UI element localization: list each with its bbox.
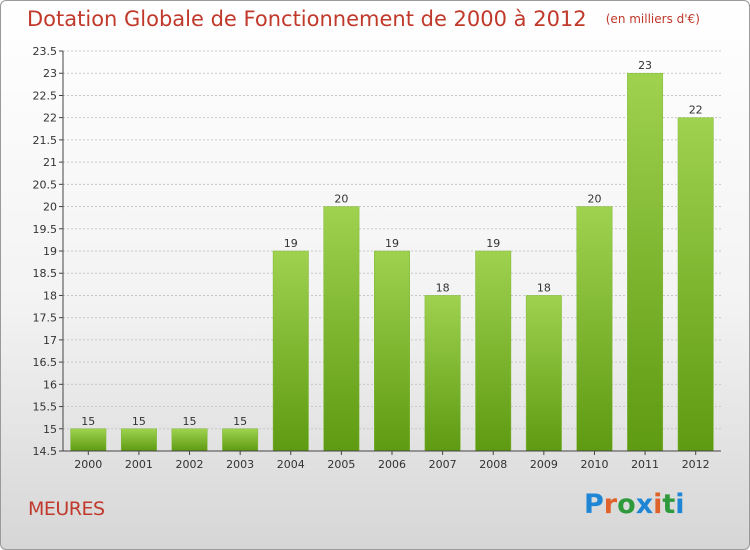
chart-title: Dotation Globale de Fonctionnement de 20… <box>27 7 587 31</box>
x-tick-label: 2009 <box>530 458 558 471</box>
logo-letter: r <box>603 489 618 520</box>
bar-value-label: 20 <box>334 193 348 206</box>
bar-2008 <box>475 250 512 452</box>
y-tick-label: 16.5 <box>33 356 58 369</box>
y-tick-label: 22 <box>43 112 57 125</box>
x-tick-label: 2002 <box>176 458 204 471</box>
logo-letter: i <box>653 489 663 520</box>
bar-2006 <box>374 250 410 452</box>
logo-letter: t <box>662 489 676 520</box>
commune-name: MEURES <box>28 498 105 520</box>
bar-2010 <box>576 206 613 452</box>
y-tick-label: 18.5 <box>33 267 58 280</box>
y-tick-label: 19 <box>43 245 57 258</box>
y-tick-label: 17 <box>43 334 57 347</box>
bar-value-label: 19 <box>486 237 500 250</box>
bar-2000 <box>70 428 107 452</box>
x-tick-label: 2011 <box>631 458 659 471</box>
bar-2009 <box>525 295 562 452</box>
y-tick-label: 15.5 <box>33 401 58 414</box>
x-tick-label: 2007 <box>429 458 457 471</box>
bar-2007 <box>424 295 461 452</box>
x-tick-label: 2003 <box>226 458 254 471</box>
axis-layer <box>59 50 721 455</box>
bar-value-label: 20 <box>587 193 601 206</box>
y-tick-label: 21 <box>43 156 57 169</box>
y-tick-label: 16 <box>43 378 57 391</box>
y-tick-label: 20 <box>43 201 57 214</box>
bar-value-label: 15 <box>132 415 146 428</box>
x-tick-label: 2010 <box>580 458 608 471</box>
bar-2003 <box>222 428 259 452</box>
bar-2012 <box>677 117 714 452</box>
x-tick-label: 2012 <box>682 458 710 471</box>
bar-value-label: 18 <box>436 281 450 294</box>
y-tick-label: 14.5 <box>33 445 58 458</box>
x-tick-label: 2004 <box>277 458 305 471</box>
y-tick-label: 17.5 <box>33 312 58 325</box>
bar-2005 <box>323 206 360 452</box>
bar-2004 <box>272 250 309 452</box>
chart-unit: (en milliers d'€) <box>605 12 700 26</box>
proxiti-logo: Proxiti <box>584 489 685 520</box>
bar-value-label: 15 <box>81 415 95 428</box>
bar-value-label: 19 <box>385 237 399 250</box>
logo-letter: o <box>617 489 636 520</box>
y-tick-label: 23.5 <box>33 45 58 58</box>
label-layer: 14.5 15 15.5 16 16.5 17 17.5 18 18.5 19 19.5 20 20.5… <box>33 45 710 471</box>
y-tick-label: 19.5 <box>33 223 58 236</box>
y-tick-label: 22.5 <box>33 89 58 102</box>
bar-value-label: 23 <box>638 59 652 72</box>
bar-2002 <box>171 428 208 452</box>
y-tick-label: 18 <box>43 289 57 302</box>
x-tick-label: 2001 <box>125 458 153 471</box>
title-row: Dotation Globale de Fonctionnement de 20… <box>27 7 700 31</box>
bar-value-label: 18 <box>537 281 551 294</box>
y-tick-label: 20.5 <box>33 178 58 191</box>
bar-value-label: 15 <box>183 415 197 428</box>
bar-chart: 14.5 15 15.5 16 16.5 17 17.5 18 18.5 19 19.5 20 20.5… <box>33 45 721 471</box>
x-tick-label: 2005 <box>327 458 355 471</box>
x-tick-label: 2008 <box>479 458 507 471</box>
logo-letter: P <box>584 489 604 520</box>
bar-value-label: 19 <box>284 237 298 250</box>
y-tick-label: 23 <box>43 67 57 80</box>
x-tick-label: 2000 <box>74 458 102 471</box>
bar-2011 <box>627 72 664 452</box>
y-tick-label: 15 <box>43 423 57 436</box>
y-tick-label: 21.5 <box>33 134 58 147</box>
bar-value-label: 15 <box>233 415 247 428</box>
x-tick-label: 2006 <box>378 458 406 471</box>
logo-letter: x <box>635 489 654 520</box>
bar-value-label: 22 <box>689 104 703 117</box>
bar-2001 <box>120 428 157 452</box>
bar-layer <box>70 72 714 452</box>
logo-letter: i <box>675 489 685 520</box>
